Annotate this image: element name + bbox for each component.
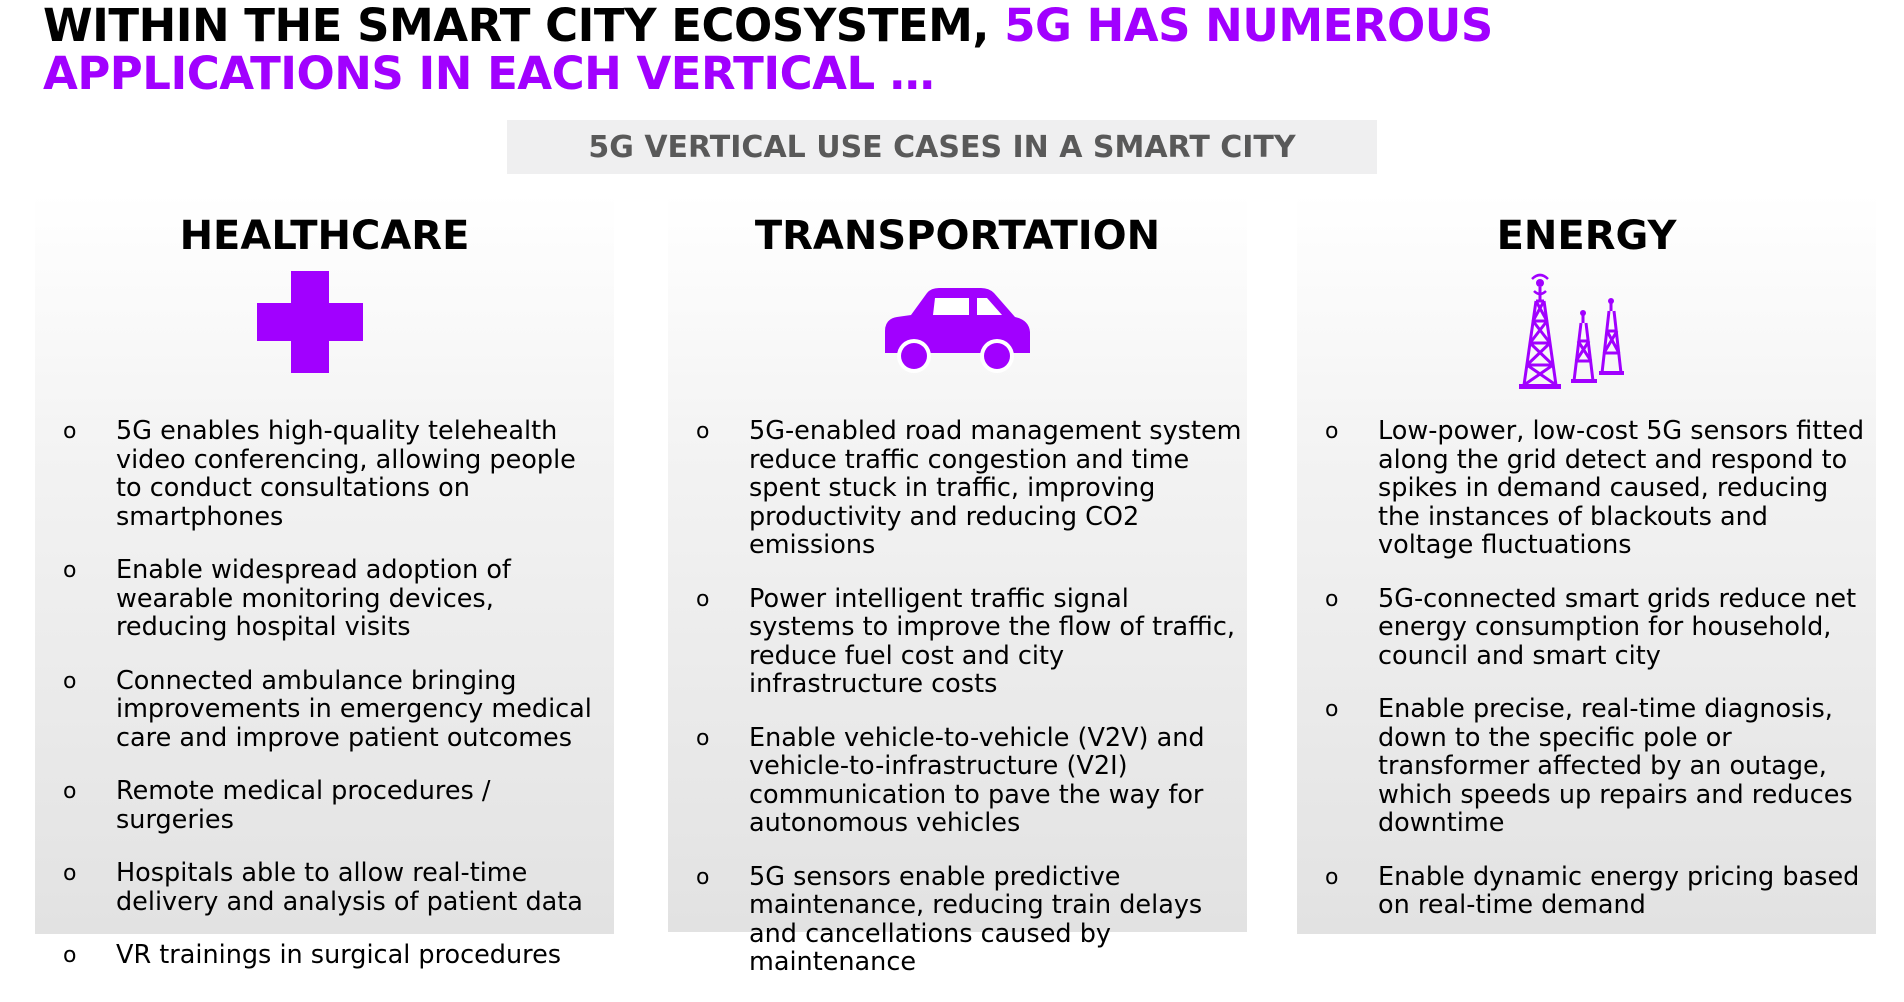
list-item: o VR trainings in surgical procedures (49, 941, 609, 970)
list-item: o Connected ambulance bringing improvemen… (49, 665, 609, 753)
bullet-marker: o (1325, 419, 1339, 444)
section-subtitle-bar: 5G VERTICAL USE CASES IN A SMART CITY (507, 120, 1377, 174)
bullet-marker: o (63, 943, 77, 968)
list-item-text: 5G-enabled road management system reduce… (749, 416, 1242, 560)
page-title: WITHIN THE SMART CITY ECOSYSTEM, 5G HAS … (43, 2, 1493, 98)
list-item: o Low-power, low-cost 5G sensors fitted a… (1311, 417, 1871, 560)
bullet-marker: o (63, 779, 77, 804)
bullet-marker: o (63, 558, 77, 583)
list-item: o Enable precise, real-time diagnosis, do… (1311, 695, 1871, 838)
list-item-text: Connected ambulance bringing improvement… (116, 665, 592, 753)
healthcare-panel: HEALTHCARE o 5G enables high-quality tele… (35, 193, 614, 969)
transportation-panel: TRANSPORTATION o 5G-enabled road manageme… (668, 193, 1247, 976)
list-item: o 5G sensors enable predictive maintenanc… (682, 861, 1242, 977)
car-icon (885, 288, 1030, 373)
list-item-text: Enable dynamic energy pricing based on r… (1378, 861, 1860, 920)
bullet-marker: o (696, 586, 710, 612)
section-subtitle: 5G VERTICAL USE CASES IN A SMART CITY (588, 129, 1296, 165)
bullet-marker: o (63, 419, 77, 444)
list-item-text: Hospitals able to allow real-time delive… (116, 858, 583, 917)
bullet-marker: o (1325, 586, 1339, 612)
bullet-marker: o (63, 668, 77, 694)
list-item-text: 5G enables high-quality telehealth video… (116, 416, 576, 532)
list-item: o Enable dynamic energy pricing based on … (1311, 861, 1871, 920)
transportation-list: o 5G-enabled road management system reduc… (682, 417, 1242, 1002)
energy-title: ENERGY (1496, 213, 1677, 259)
list-item: o 5G-connected smart grids reduce net ene… (1311, 583, 1871, 671)
list-item: o 5G enables high-quality telehealth vide… (49, 417, 609, 531)
list-item-text: 5G sensors enable predictive maintenance… (749, 861, 1203, 977)
list-item-text: VR trainings in surgical procedures (116, 940, 562, 970)
list-item: o Enable widespread adoption of wearable … (49, 556, 609, 642)
title-part-2: 5G HAS NUMEROUS (1004, 0, 1493, 52)
title-line-2: APPLICATIONS IN EACH VERTICAL … (43, 47, 935, 100)
healthcare-title: HEALTHCARE (179, 213, 470, 259)
transportation-title: TRANSPORTATION (754, 213, 1161, 259)
bullet-marker: o (696, 725, 710, 751)
list-item-text: Enable precise, real-time diagnosis, dow… (1378, 694, 1853, 838)
healthcare-list: o 5G enables high-quality telehealth vide… (49, 417, 609, 995)
list-item-text: Enable vehicle-to-vehicle (V2V) and vehi… (749, 722, 1205, 838)
list-item: o Hospitals able to allow real-time deliv… (49, 859, 609, 916)
list-item-text: Enable widespread adoption of wearable m… (116, 555, 511, 642)
list-item: o Enable vehicle-to-vehicle (V2V) and veh… (682, 722, 1242, 838)
title-part-1: WITHIN THE SMART CITY ECOSYSTEM, (43, 0, 1005, 52)
list-item: o Power intelligent traffic signal system… (682, 583, 1242, 699)
list-item-text: Remote medical procedures / surgeries (116, 776, 491, 835)
medical-cross-icon (257, 271, 363, 373)
energy-list: o Low-power, low-cost 5G sensors fitted a… (1311, 417, 1871, 945)
list-item-text: Low-power, low-cost 5G sensors fitted al… (1378, 416, 1865, 560)
list-item: o 5G-enabled road management system reduc… (682, 417, 1242, 560)
list-item-text: Power intelligent traffic signal systems… (749, 583, 1235, 699)
bullet-marker: o (696, 419, 710, 444)
bullet-marker: o (696, 864, 710, 890)
list-item: o Remote medical procedures / surgeries (49, 777, 609, 834)
list-item-text: 5G-connected smart grids reduce net ener… (1378, 583, 1857, 671)
bullet-marker: o (1325, 697, 1339, 722)
power-tower-icon (1519, 273, 1624, 389)
energy-panel: ENERGY o Low-power, low-cost 5 (1297, 193, 1876, 934)
bullet-marker: o (1325, 864, 1339, 890)
bullet-marker: o (63, 861, 77, 886)
